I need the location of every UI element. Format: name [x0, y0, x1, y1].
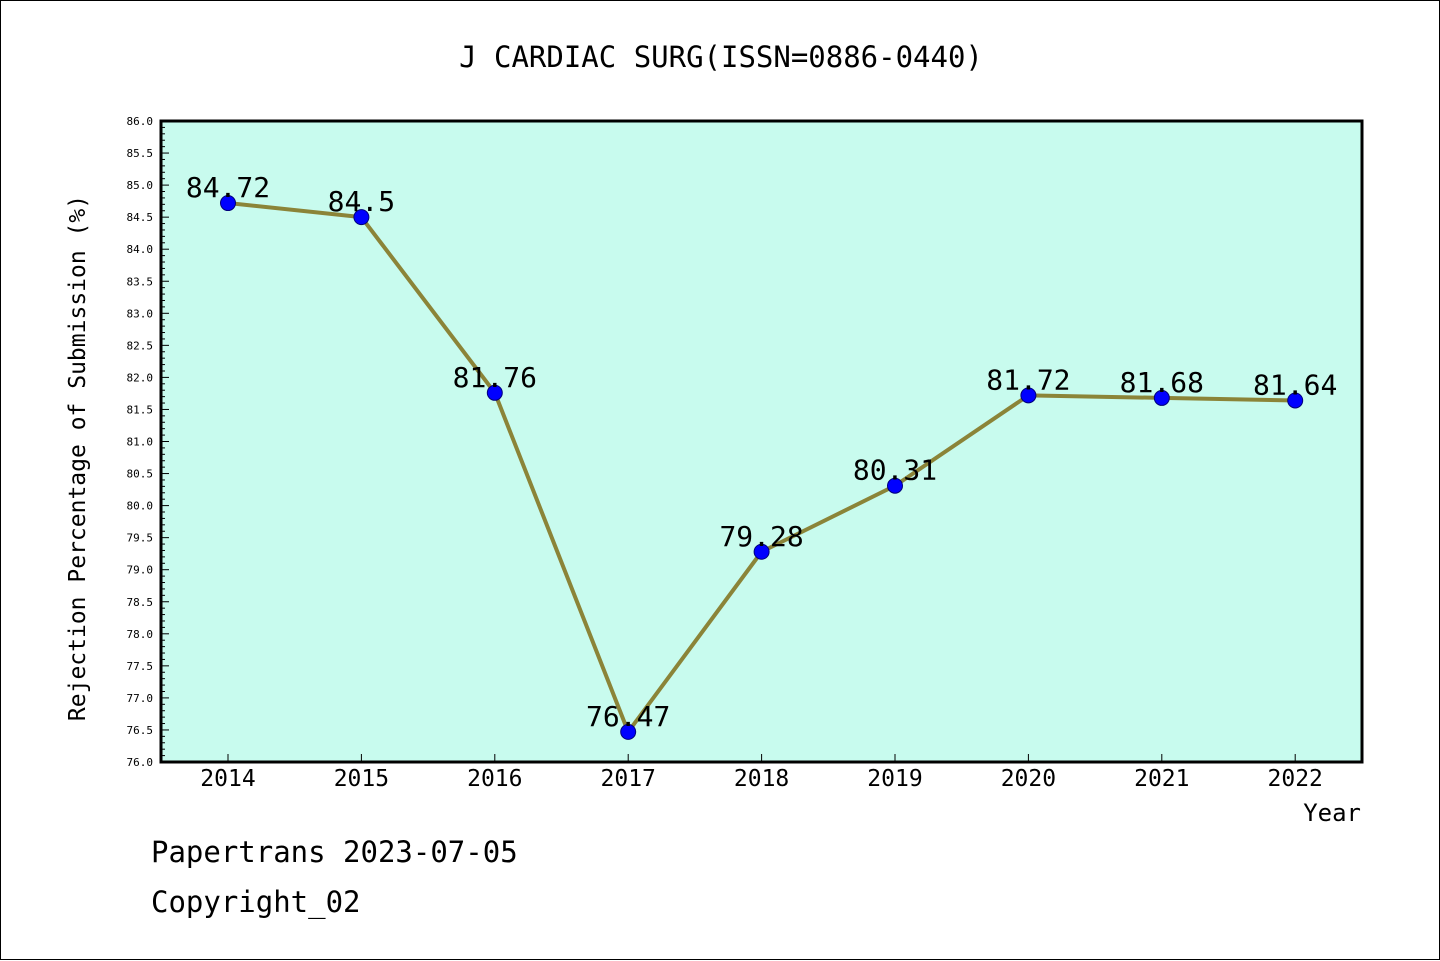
footer-date: Papertrans 2023-07-05 — [151, 835, 518, 869]
plot-area — [161, 121, 1362, 762]
data-label: 81.72 — [986, 363, 1070, 396]
chart-title: J CARDIAC SURG(ISSN=0886-0440) — [459, 40, 983, 74]
data-label: 84.5 — [328, 185, 395, 218]
data-point — [1020, 387, 1037, 404]
series-layer: 84.72 84.5 81.76 76.47 79.28 80.31 81.72 81.68 8… — [186, 171, 1337, 740]
data-point — [1287, 392, 1304, 409]
data-point — [353, 209, 370, 226]
y-axis-label: Rejection Percentage of Submission (%) — [65, 195, 91, 721]
y-tick-label: 86.0 — [127, 115, 154, 128]
x-tick-label: 2022 — [1268, 766, 1323, 792]
x-tick-label: 2014 — [200, 766, 255, 792]
data-label: 81.68 — [1120, 366, 1204, 399]
data-point — [486, 384, 503, 401]
x-axis: 2014 2015 2016 2017 2018 2019 2020 2021 2022 — [200, 754, 1323, 792]
y-tick-label: 80.0 — [127, 500, 154, 513]
y-tick-label: 79.5 — [127, 532, 154, 545]
data-point — [620, 723, 637, 740]
y-tick-label: 81.5 — [127, 403, 154, 416]
x-tick-label: 2016 — [467, 766, 522, 792]
x-tick-label: 2020 — [1001, 766, 1056, 792]
y-tick-label: 85.5 — [127, 147, 154, 160]
y-tick-label: 83.0 — [127, 307, 154, 320]
y-tick-label: 84.0 — [127, 243, 154, 256]
y-tick-label: 77.0 — [127, 692, 154, 705]
y-axis: 76.0 76.5 77.0 77.5 78.0 78.5 79.0 79.5 80.0 80.5… — [127, 115, 169, 769]
x-tick-label: 2021 — [1134, 766, 1189, 792]
x-tick-label: 2019 — [867, 766, 922, 792]
y-tick-label: 84.5 — [127, 211, 154, 224]
y-tick-label: 80.5 — [127, 468, 154, 481]
y-tick-label: 77.5 — [127, 660, 154, 673]
y-tick-label: 81.0 — [127, 436, 154, 449]
y-tick-label: 83.5 — [127, 275, 154, 288]
x-axis-label: Year — [1303, 799, 1361, 827]
data-point — [753, 543, 770, 560]
y-tick-label: 76.5 — [127, 724, 154, 737]
data-label: 80.31 — [853, 454, 937, 487]
data-point — [887, 477, 903, 494]
plot-border — [159, 119, 1364, 764]
data-point — [1153, 389, 1170, 406]
x-tick-label: 2017 — [601, 766, 656, 792]
data-label: 76.47 — [586, 700, 670, 733]
y-tick-label: 82.5 — [127, 339, 154, 352]
y-tick-label: 78.0 — [127, 628, 154, 641]
y-tick-label: 76.0 — [127, 756, 154, 769]
y-tick-label: 82.0 — [127, 371, 154, 384]
data-label: 84.72 — [186, 171, 270, 204]
data-label: 79.28 — [719, 520, 803, 553]
data-label: 81.76 — [453, 361, 537, 394]
footer-copyright: Copyright_02 — [151, 885, 361, 919]
x-tick-label: 2018 — [734, 766, 789, 792]
x-tick-label: 2015 — [334, 766, 389, 792]
data-point — [220, 195, 236, 212]
data-label: 81.64 — [1253, 368, 1337, 401]
y-tick-label: 85.0 — [127, 179, 154, 192]
y-tick-label: 79.0 — [127, 564, 154, 577]
y-tick-label: 78.5 — [127, 596, 154, 609]
